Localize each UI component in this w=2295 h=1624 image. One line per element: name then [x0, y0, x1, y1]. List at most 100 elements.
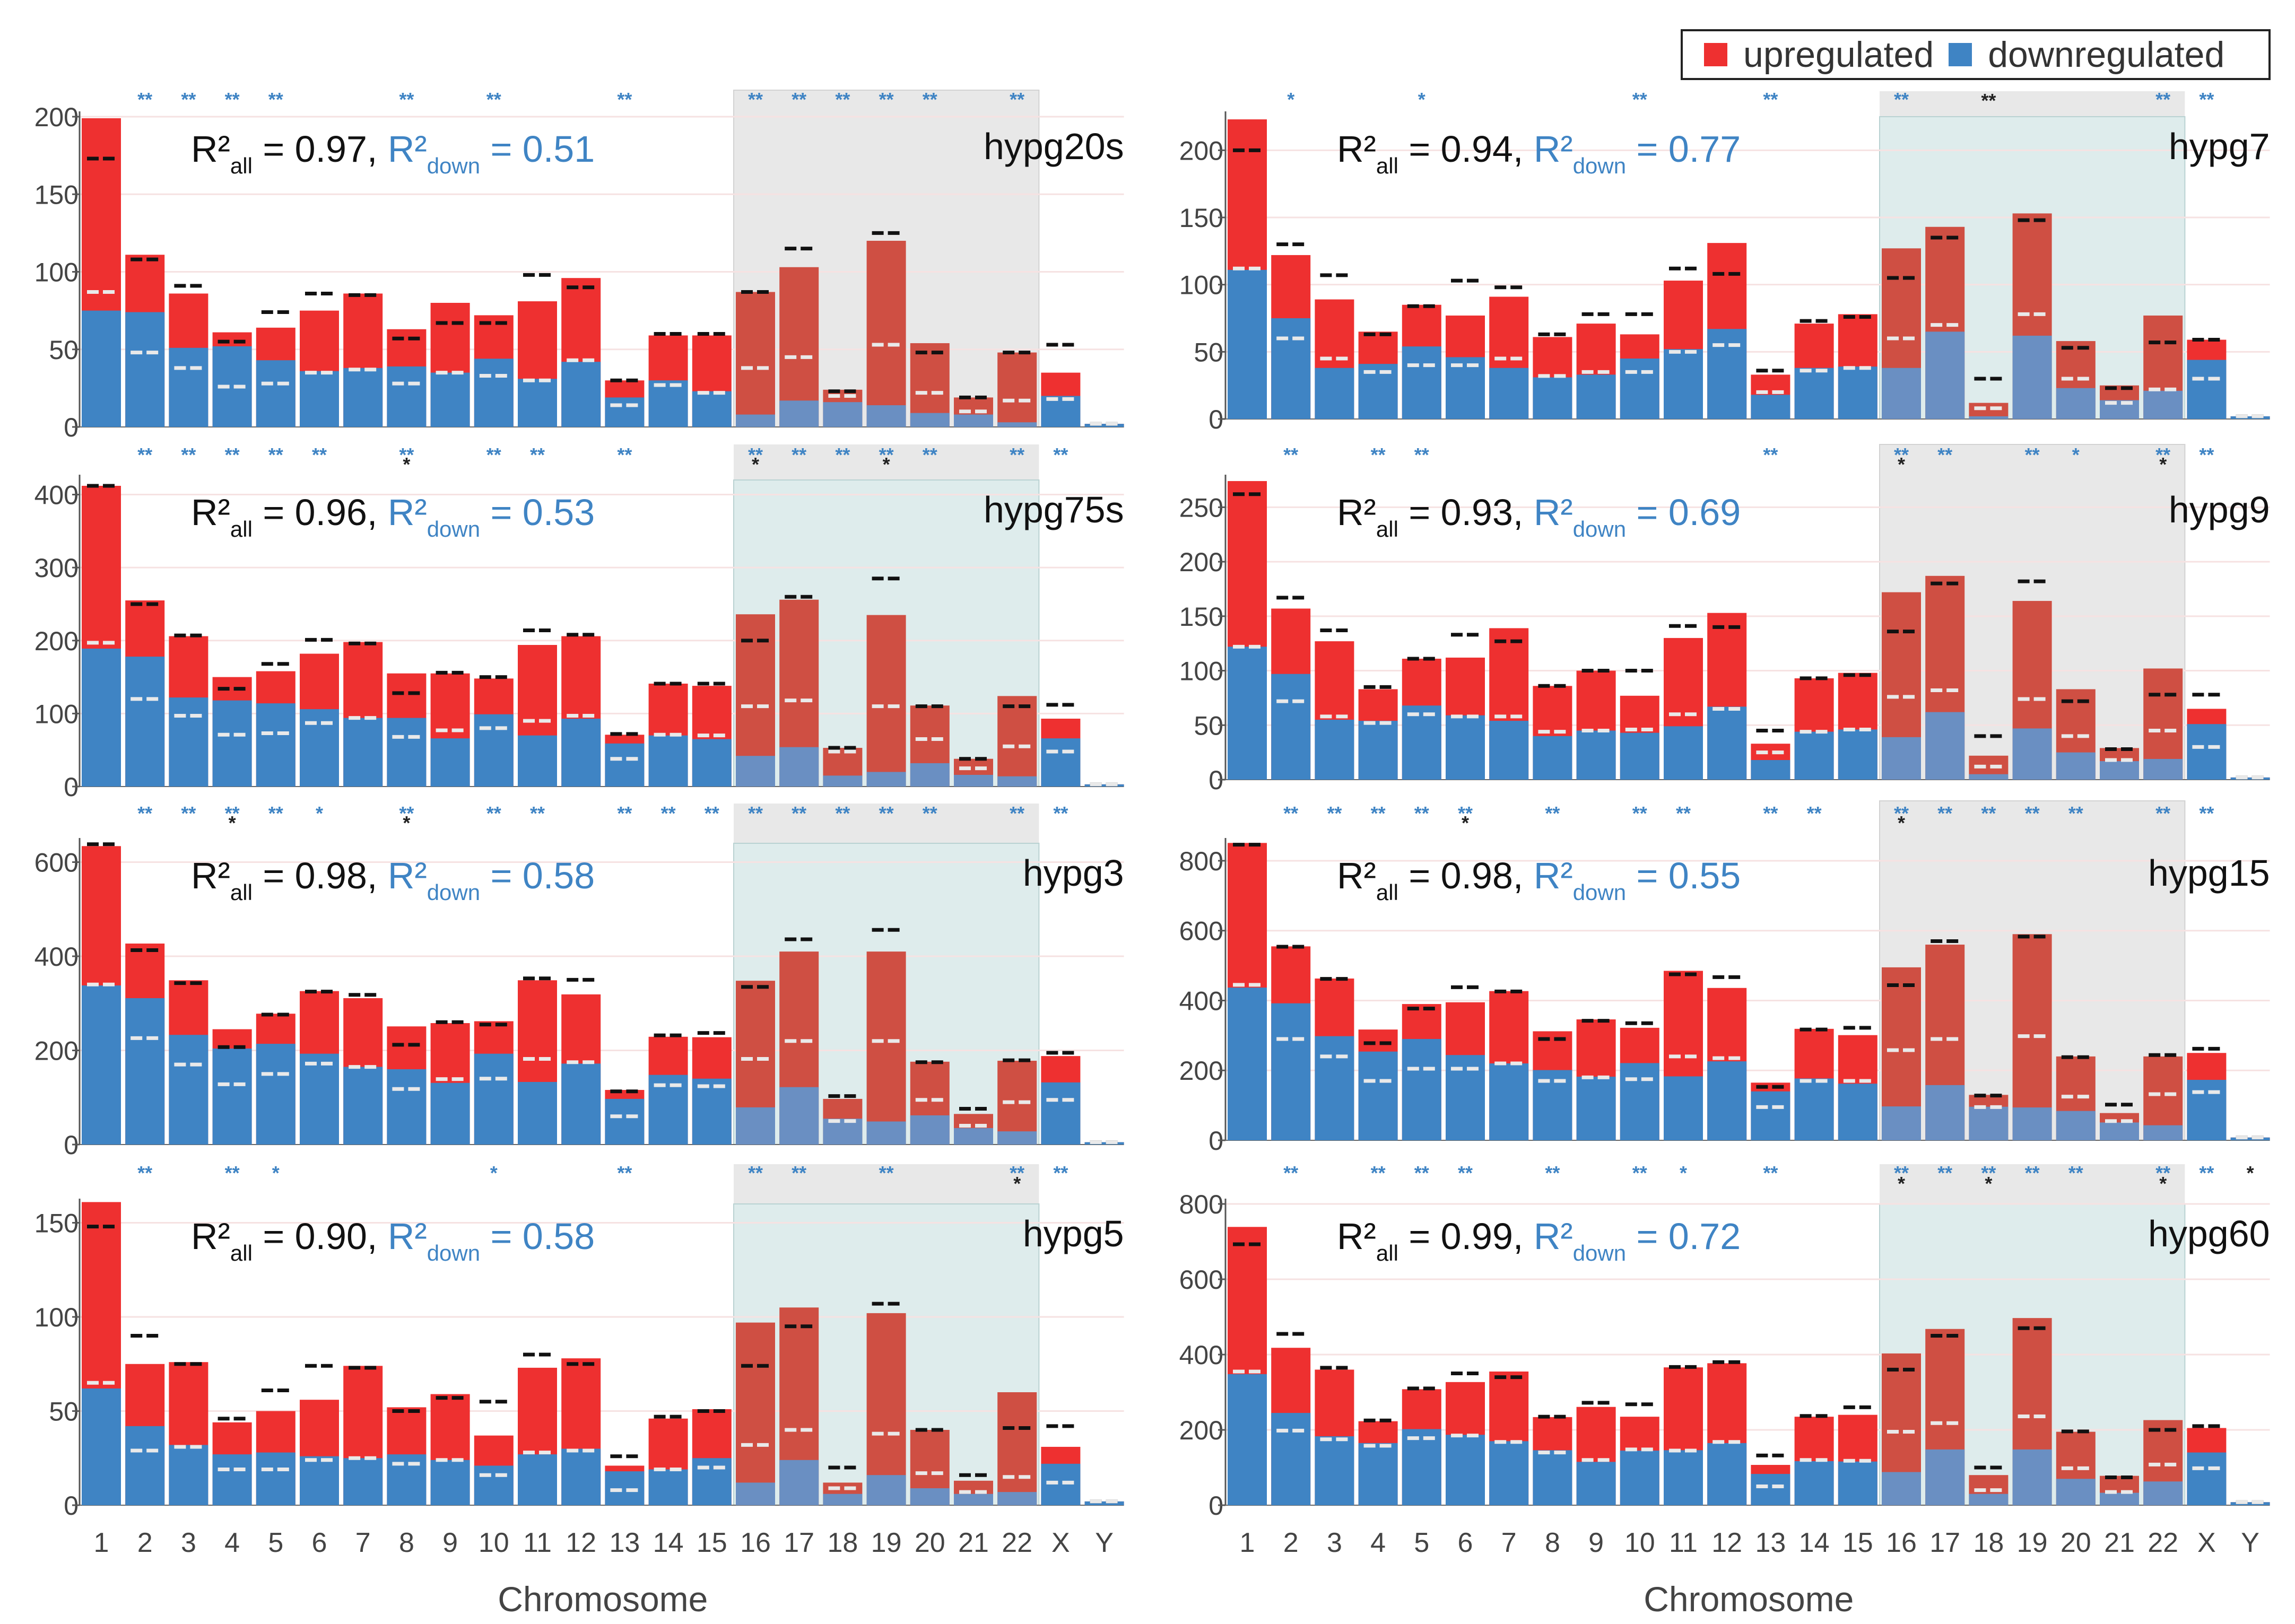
panel-hypg75s-bar-downregulated-chr7 — [343, 718, 383, 787]
panel-hypg15-r2-all-sub: all — [1376, 880, 1398, 905]
panel-hypg3-bar-downregulated-chr5 — [256, 1044, 295, 1145]
panel-hypg15-significance-chr10: ** — [1632, 802, 1647, 824]
panel-hypg7-shade-header — [1880, 91, 2185, 117]
panel-hypg20s-r2-all-prefix: R² — [191, 128, 230, 170]
panel-hypg7-ytick-label-2: 100 — [1179, 270, 1223, 300]
panel-hypg75s-ytick-label-2: 200 — [34, 626, 79, 656]
panel-hypg75s-bar-downregulated-chr9 — [430, 738, 470, 787]
panel-hypg75s-bar-downregulated-chr5 — [256, 703, 295, 787]
panel-hypg5-significance-chr2: ** — [137, 1162, 152, 1184]
panel-hypg15-bar-downregulated-chr5 — [1402, 1038, 1441, 1140]
panel-hypg3-significance-chr15: ** — [705, 802, 719, 824]
panel-hypg9-bar-downregulated-chrY — [2230, 777, 2270, 780]
panel-hypg20s-bar-upregulated-chr16 — [736, 292, 775, 427]
panel-hypg75s-significance-black-chr16: * — [752, 453, 759, 475]
panel-hypg7-bar-downregulated-chr15 — [1838, 366, 1877, 419]
panel-hypg75s-ytick-label-1: 100 — [34, 699, 79, 729]
panel-hypg20s-r2-all-sub: all — [230, 153, 253, 178]
panel-hypg3-significance-black-chr4: * — [229, 812, 236, 834]
panel-hypg5-significance-chr13: ** — [617, 1162, 632, 1184]
panel-hypg15-significance-black-chr6: * — [1462, 812, 1469, 834]
panel-hypg5-bar-downregulated-chr21 — [954, 1494, 993, 1505]
panel-hypg75s-significance-chr6: ** — [312, 444, 327, 466]
panel-hypg75s-bar-upregulated-chr22 — [997, 696, 1037, 787]
panel-hypg3-ytick-label-1: 200 — [34, 1036, 79, 1066]
panel-hypg7-ytick-label-4: 200 — [1179, 136, 1223, 165]
panel-hypg5-shade-header — [734, 1164, 1039, 1204]
panel-hypg20s-bar-downregulated-chrX — [1041, 396, 1081, 427]
panel-hypg15-bar-downregulated-chr3 — [1315, 1036, 1354, 1140]
panel-hypg20s-bar-downregulated-chr3 — [169, 347, 208, 427]
panel-hypg20s-bar-downregulated-chr15 — [692, 391, 732, 427]
panel-hypg5-bar-downregulated-chr18 — [823, 1494, 863, 1505]
panel-hypg5-bar-downregulated-chr13 — [605, 1471, 645, 1505]
legend-swatch-upregulated — [1704, 43, 1727, 66]
panel-hypg60-r2-all-sub: all — [1376, 1241, 1398, 1265]
panel-hypg60-bar-downregulated-chr12 — [1707, 1443, 1747, 1505]
panel-hypg5-significance-chr10: * — [490, 1162, 498, 1184]
panel-hypg5-bar-downregulated-chr4 — [212, 1454, 252, 1505]
panel-hypg3-significance-chr14: ** — [661, 802, 676, 824]
panel-hypg60-r2-all-value: = 0.99, — [1398, 1216, 1534, 1257]
panel-hypg5-bar-downregulated-chr12 — [561, 1448, 601, 1505]
panel-hypg9-bar-downregulated-chr15 — [1838, 729, 1877, 780]
panel-hypg15-r2-down-value: = 0.55 — [1626, 855, 1741, 896]
panel-hypg60-xtick-chr7: 7 — [1501, 1527, 1517, 1558]
panel-hypg9-bar-downregulated-chr18 — [1969, 774, 2009, 780]
panel-hypg75s-significance-chr10: ** — [486, 444, 501, 466]
panel-hypg9-significance-chr20: * — [2072, 444, 2080, 466]
panel-hypg20s-bar-downregulated-chr5 — [256, 360, 295, 427]
panel-hypg3-bar-downregulated-chr18 — [823, 1119, 863, 1145]
panel-hypg60-xtick-chrX: X — [2197, 1527, 2216, 1558]
panel-hypg3-bar-downregulated-chr20 — [910, 1115, 950, 1145]
panel-hypg5-xtick-chr17: 17 — [784, 1527, 814, 1558]
panel-hypg60-bar-downregulated-chr2 — [1271, 1413, 1311, 1505]
panel-hypg3-bar-downregulated-chr13 — [605, 1098, 645, 1145]
panel-hypg15-bar-downregulated-chrX — [2187, 1080, 2227, 1140]
panel-hypg5-xtick-chr4: 4 — [224, 1527, 240, 1558]
panel-hypg60-xtick-chr22: 22 — [2148, 1527, 2178, 1558]
panel-hypg20s-significance-chr4: ** — [225, 89, 240, 110]
panel-hypg75s-significance-chr22: ** — [1010, 444, 1024, 466]
panel-hypg7-significance-chr10: ** — [1632, 89, 1647, 110]
panel-hypg60-significance-chr5: ** — [1414, 1162, 1429, 1184]
panel-hypg3-significance-chr18: ** — [835, 802, 850, 824]
panel-hypg5-r2-all-prefix: R² — [191, 1216, 230, 1257]
panel-hypg15-ytick-label-3: 600 — [1179, 916, 1223, 946]
panel-hypg15-bar-downregulated-chrY — [2230, 1137, 2270, 1140]
panel-hypg5-xtick-chr5: 5 — [268, 1527, 283, 1558]
panel-hypg60-ytick-label-4: 800 — [1179, 1190, 1223, 1219]
panel-hypg60-significance-chr22: ** — [2155, 1162, 2170, 1184]
panel-hypg3-bar-downregulated-chr11 — [518, 1081, 557, 1145]
panel-hypg3-significance-chr8: ** — [399, 802, 414, 824]
panel-hypg20s-bar-downregulated-chr6 — [300, 371, 339, 427]
legend-label-downregulated: downregulated — [1988, 34, 2225, 75]
panel-hypg9-bar-downregulated-chr10 — [1620, 732, 1659, 780]
panel-hypg60-significance-chr17: ** — [1937, 1162, 1952, 1184]
panel-hypg9-r2-all-sub: all — [1376, 517, 1398, 542]
panel-hypg5-xtick-chr16: 16 — [740, 1527, 771, 1558]
panel-hypg20s-bar-downregulated-chr21 — [954, 414, 993, 427]
panel-hypg15-bar-downregulated-chr4 — [1358, 1051, 1398, 1140]
panel-hypg20s-significance-chr18: ** — [835, 89, 850, 110]
panel-hypg9-significance-chr2: ** — [1283, 444, 1298, 466]
panel-hypg75s-significance-chr8: ** — [399, 444, 414, 466]
panel-hypg3-bar-upregulated-chr19 — [866, 951, 906, 1145]
panel-hypg5-title: hypg5 — [1023, 1213, 1124, 1254]
panel-hypg15-significance-chr2: ** — [1283, 802, 1298, 824]
panel-hypg5-bar-downregulated-chr11 — [518, 1454, 557, 1505]
panel-hypg5-r2-down-prefix: R² — [388, 1216, 427, 1257]
panel-hypg75s-r2-all-sub: all — [230, 517, 253, 542]
panel-hypg60-significance-chr6: ** — [1458, 1162, 1473, 1184]
panel-hypg60-xtick-chr5: 5 — [1414, 1527, 1429, 1558]
panel-hypg3-significance-chrX: ** — [1053, 802, 1068, 824]
panel-hypg5-xtick-chr19: 19 — [871, 1527, 902, 1558]
panel-hypg60-significance-chr20: ** — [2068, 1162, 2083, 1184]
panel-hypg3-bar-downregulated-chr22 — [997, 1131, 1037, 1145]
panel-hypg60-r2-down-sub: down — [1573, 1241, 1626, 1265]
panel-hypg75s-bar-downregulated-chr2 — [125, 657, 165, 787]
panel-hypg5-bar-downregulated-chr6 — [300, 1456, 339, 1505]
panel-hypg9-bar-downregulated-chr21 — [2100, 761, 2139, 780]
panel-hypg20s-bar-downregulated-chr10 — [474, 359, 514, 427]
panel-hypg9-r2-down-prefix: R² — [1534, 492, 1573, 533]
